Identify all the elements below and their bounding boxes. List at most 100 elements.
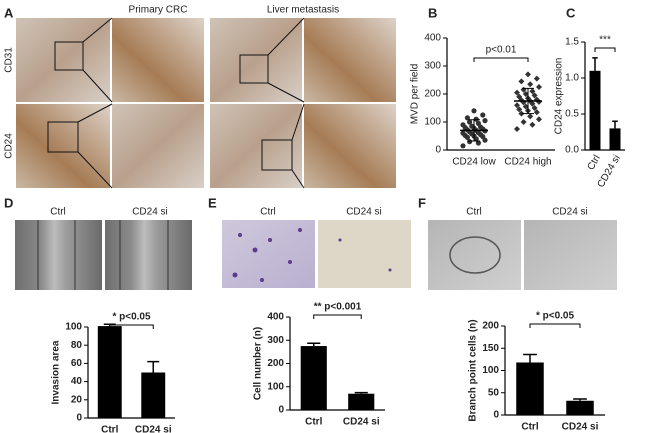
error-bar <box>468 119 480 142</box>
data-point <box>529 88 536 95</box>
y-tick-label: 100 <box>482 365 499 376</box>
error-bar <box>147 360 160 373</box>
data-point <box>480 112 486 118</box>
data-point <box>460 122 466 128</box>
data-point <box>460 130 466 136</box>
x-tick-label: CD24 low <box>452 157 496 168</box>
y-tick-label: 0.0 <box>565 145 579 156</box>
annotation: ** p<0.001 <box>314 302 362 313</box>
data-point <box>482 118 488 124</box>
y-tick-label: 100 <box>65 322 82 333</box>
error-bar <box>307 342 321 347</box>
data-point <box>518 110 525 117</box>
y-tick-label: 0 <box>435 145 441 156</box>
data-point <box>518 78 525 85</box>
y-tick-label: 80 <box>71 340 83 351</box>
y-tick-label: 40 <box>71 376 83 387</box>
x-tick-label: Ctrl <box>305 417 322 428</box>
bar <box>348 393 375 410</box>
data-point <box>475 120 481 126</box>
image-label: CD24 <box>4 133 15 159</box>
data-point <box>536 84 542 90</box>
data-point <box>525 71 531 78</box>
data-point <box>529 121 536 128</box>
data-point <box>471 108 477 114</box>
y-tick-label: 100 <box>424 117 441 128</box>
annotation: *** <box>599 35 611 46</box>
data-point <box>473 116 479 122</box>
y-tick-label: 200 <box>267 358 284 369</box>
data-point <box>536 116 542 123</box>
bar <box>300 346 327 410</box>
significance-bracket <box>473 57 529 62</box>
y-tick-label: 20 <box>71 394 83 405</box>
significance-bracket <box>109 324 154 329</box>
image-label: Ctrl <box>466 207 482 218</box>
error-bar <box>354 391 368 394</box>
image-label: Primary CRC <box>129 5 188 16</box>
bar <box>141 372 166 418</box>
x-tick-label: CD24 si <box>343 417 380 428</box>
y-tick-label: 100 <box>267 381 284 392</box>
y-axis-label: MVD per field <box>410 64 421 125</box>
panel-letter: F <box>418 195 426 210</box>
y-axis-label: Invasion area <box>51 340 62 404</box>
data-point <box>514 102 520 109</box>
y-axis-label: Branch point cells (n) <box>468 319 479 421</box>
panel-letter: B <box>428 5 437 20</box>
error-bar <box>522 87 534 115</box>
bar <box>97 326 122 418</box>
data-point <box>467 119 473 125</box>
data-point <box>527 113 534 120</box>
data-point <box>516 93 523 100</box>
data-point <box>460 143 466 149</box>
y-tick-label: 60 <box>71 358 83 369</box>
x-tick-label: CD24 si <box>562 422 599 433</box>
data-point <box>516 106 523 113</box>
y-axis-label: Cell number (n) <box>253 327 264 400</box>
x-tick-label: CD24 high <box>504 157 551 168</box>
x-tick-label: Ctrl <box>586 153 603 172</box>
image-label: Ctrl <box>260 207 276 218</box>
y-tick-label: 400 <box>424 33 441 44</box>
y-tick-label: 200 <box>482 321 499 332</box>
image-label: CD24 si <box>552 207 588 218</box>
data-point <box>475 140 481 146</box>
error-bar <box>592 57 598 71</box>
y-tick-label: 1.5 <box>565 37 579 48</box>
annotation: * p<0.05 <box>536 311 575 322</box>
y-tick-label: 400 <box>267 312 284 323</box>
data-point <box>531 105 538 111</box>
y-tick-label: 300 <box>267 335 284 346</box>
data-point <box>464 115 470 121</box>
assay-images <box>15 220 617 290</box>
data-point <box>520 119 527 125</box>
error-bar <box>612 120 618 129</box>
x-tick-label: Ctrl <box>521 422 538 433</box>
y-tick-label: 0.5 <box>565 109 579 120</box>
y-tick-label: 0 <box>278 405 284 416</box>
error-bar <box>523 353 537 363</box>
data-point <box>514 126 520 132</box>
data-point <box>514 89 520 96</box>
x-tick-label: Ctrl <box>101 425 118 433</box>
error-bar <box>573 398 587 401</box>
bar <box>589 70 601 150</box>
data-point <box>527 81 534 88</box>
bar <box>566 400 594 415</box>
bar <box>609 128 621 150</box>
significance-bracket <box>313 314 362 319</box>
y-axis-label: CD24 expression <box>554 58 565 135</box>
y-tick-label: 0 <box>493 410 499 421</box>
y-tick-label: 200 <box>424 89 441 100</box>
panel-letter: C <box>566 5 576 20</box>
x-tick-label: CD24 si <box>135 425 172 433</box>
y-tick-label: 150 <box>482 343 499 354</box>
data-point <box>469 123 475 129</box>
panel-letter: E <box>208 195 217 210</box>
y-tick-label: 300 <box>424 61 441 72</box>
ihc-images <box>16 17 396 189</box>
panel-letter: A <box>4 5 14 20</box>
panel-letter: D <box>4 195 13 210</box>
image-label: Ctrl <box>50 207 66 218</box>
